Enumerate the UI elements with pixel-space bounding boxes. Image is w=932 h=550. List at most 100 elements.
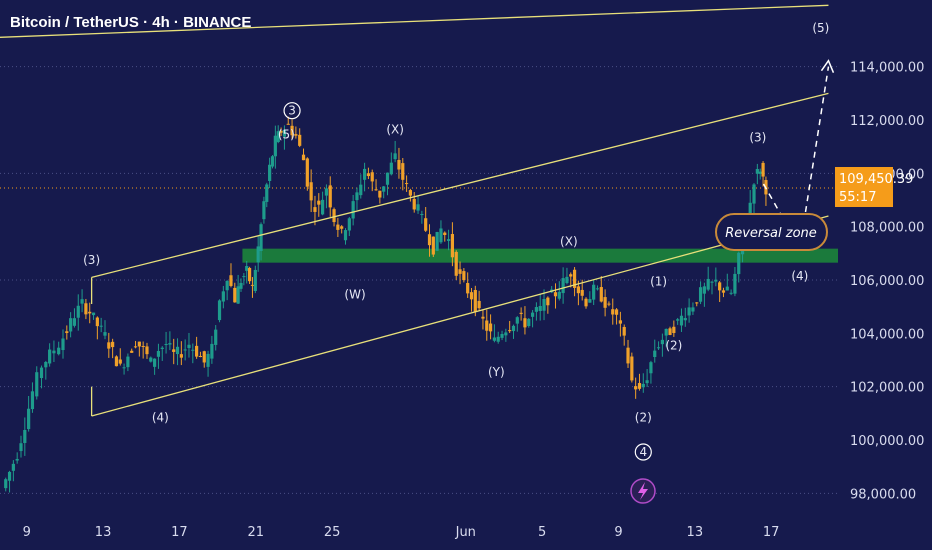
wave-label-circle — [283, 102, 301, 120]
channel-line-outer-upper[interactable] — [0, 4, 829, 38]
candle-body — [664, 328, 668, 336]
candle-body — [404, 183, 409, 185]
candle-body — [408, 190, 413, 196]
candle-body — [729, 292, 733, 294]
candle-body — [245, 266, 249, 271]
candle-body — [11, 463, 15, 471]
candle-body — [276, 131, 280, 143]
candle-body — [137, 341, 141, 347]
candle-body — [30, 391, 35, 410]
candle-body — [317, 200, 321, 205]
candle-body — [362, 168, 367, 180]
y-tick-label: 106,000.00 — [850, 274, 924, 289]
candle-body — [698, 287, 703, 302]
candle-body — [35, 372, 39, 397]
candle-body — [462, 271, 466, 281]
candle-body — [683, 318, 687, 321]
wave-label: (4) — [152, 410, 169, 424]
candle-body — [336, 224, 340, 230]
last-price-value: 109,450.39 — [839, 172, 913, 187]
candle-body — [488, 323, 493, 332]
time-axis[interactable]: 9 13 17 21 25 Jun 5 9 13 17 — [23, 525, 780, 540]
candle-body — [622, 326, 626, 336]
candle-body — [595, 288, 600, 290]
candle-body — [191, 349, 195, 351]
candle-body — [431, 236, 435, 255]
y-tick-label: 112,000.00 — [850, 114, 924, 129]
candle-body — [401, 163, 405, 180]
candle-body — [611, 309, 615, 315]
candle-body — [95, 317, 99, 327]
candle-body — [256, 246, 260, 263]
candle-body — [84, 303, 88, 315]
candle-body — [660, 339, 664, 345]
candle-body — [273, 135, 277, 157]
candle-body — [538, 305, 542, 311]
candle-body — [183, 349, 187, 351]
candle-body — [347, 218, 351, 231]
candle-body — [424, 218, 428, 231]
candle-body — [450, 234, 455, 258]
x-tick-label: Jun — [455, 525, 476, 540]
candle-body — [126, 356, 130, 368]
channel-line-upper[interactable] — [91, 92, 829, 278]
candle-body — [378, 190, 382, 198]
reversal-zone-band — [242, 248, 839, 263]
candle-body — [519, 312, 523, 314]
candle-body — [374, 189, 378, 191]
candle-body — [15, 458, 19, 461]
x-tick-label: 21 — [248, 525, 265, 540]
candle-body — [239, 282, 243, 289]
candle-body — [645, 380, 649, 384]
projection-arrowhead — [820, 59, 835, 73]
candle-body — [114, 356, 119, 367]
candle-body — [508, 330, 512, 332]
lightning-icon[interactable] — [630, 478, 656, 504]
candle-body — [446, 239, 451, 241]
candle-body — [542, 299, 546, 311]
candle-body — [290, 125, 294, 136]
candle-body — [65, 331, 69, 334]
candle-body — [454, 251, 458, 276]
candle-body — [393, 153, 397, 160]
reversal-zone-rect — [242, 248, 839, 263]
candle-body — [416, 204, 420, 211]
projection-path — [762, 59, 835, 251]
x-tick-label: 5 — [538, 525, 546, 540]
candle-body — [592, 284, 596, 300]
candle-body — [48, 349, 52, 364]
candle-body — [523, 318, 527, 328]
candle-body — [584, 298, 588, 307]
candle-body — [565, 276, 569, 284]
candle-body — [321, 199, 325, 215]
candle-body — [305, 158, 309, 187]
candle-body — [733, 273, 737, 294]
candle-body — [481, 316, 485, 319]
candle-body — [695, 302, 699, 304]
candle-body — [603, 297, 607, 308]
price-axis[interactable]: 98,000.00 100,000.00 102,000.00 104,000.00 1… — [850, 61, 924, 503]
candle-body — [253, 269, 257, 291]
candle-body — [247, 267, 252, 282]
candle-body — [359, 184, 363, 196]
candle-body — [187, 344, 191, 348]
candle-body — [164, 344, 168, 346]
x-tick-label: 9 — [23, 525, 31, 540]
candle-body — [294, 134, 298, 136]
candle-body — [118, 359, 122, 364]
channel-line-lower[interactable] — [91, 215, 829, 417]
candle-body — [706, 278, 710, 290]
candle-body — [141, 345, 145, 347]
candle-body — [721, 290, 726, 293]
y-tick-label: 98,000.00 — [850, 487, 916, 502]
candle-body — [614, 309, 619, 315]
candle-body — [301, 154, 306, 161]
chart-title: Bitcoin / TetherUS · 4h · BINANCE — [10, 14, 251, 31]
candle-body — [752, 184, 756, 204]
candle-body — [202, 351, 206, 363]
wave-label: (1) — [650, 274, 667, 288]
candle-body — [569, 274, 573, 277]
